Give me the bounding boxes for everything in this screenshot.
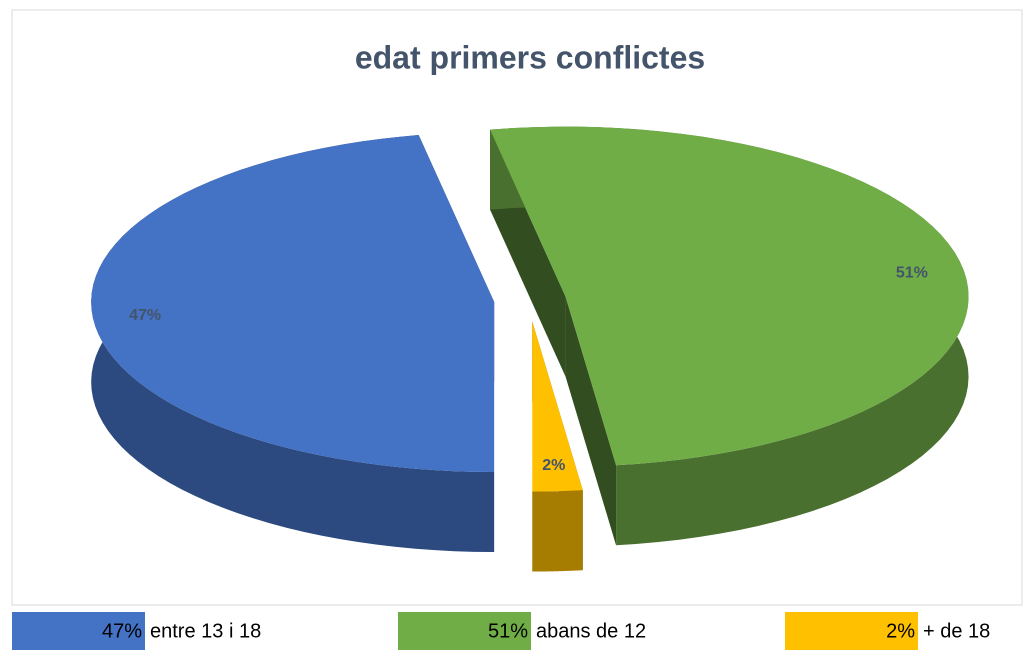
slice <box>532 321 583 492</box>
slice-side <box>532 490 583 572</box>
legend-swatch <box>398 612 531 650</box>
legend-value: 2% <box>886 620 915 642</box>
legend-value: 47% <box>102 620 142 642</box>
slice-cut <box>565 296 617 546</box>
slice <box>490 126 969 466</box>
legend-label: + de 18 <box>923 620 990 642</box>
slice <box>91 135 495 473</box>
legend-value: 51% <box>488 620 528 642</box>
legend-label: abans de 12 <box>536 620 646 642</box>
data-label: 47% <box>129 307 161 324</box>
chart-title: edat primers conflictes <box>355 39 705 75</box>
data-label: 2% <box>542 457 565 474</box>
data-label: 51% <box>896 265 928 282</box>
legend-swatch <box>785 612 918 650</box>
legend-label: entre 13 i 18 <box>150 620 261 642</box>
slice-tops <box>91 126 969 492</box>
legend-swatch <box>12 612 145 650</box>
